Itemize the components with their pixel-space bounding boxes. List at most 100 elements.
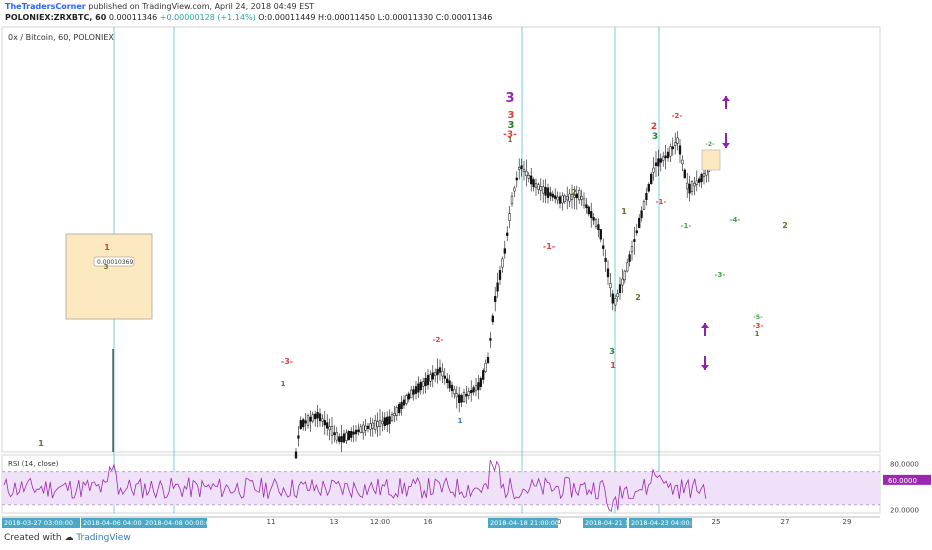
candle-body	[580, 196, 583, 200]
candle-body	[465, 393, 468, 397]
candle-body	[345, 432, 348, 441]
candle-body	[582, 198, 586, 206]
candle-body	[573, 195, 576, 198]
candle-body	[462, 391, 466, 403]
candle-body	[381, 420, 384, 425]
x-highlight-label: 2018-04-23 04:00:00	[631, 519, 700, 527]
candle-body	[546, 187, 550, 199]
wave-label: -3-	[715, 271, 726, 279]
ohlc-low: L:0.00011330	[377, 13, 434, 22]
candle-body	[338, 436, 341, 442]
candle-body	[597, 224, 600, 231]
candle-body	[362, 424, 365, 434]
candle-body	[398, 403, 401, 414]
candle-body	[314, 413, 317, 420]
candle-body	[422, 381, 425, 387]
candle-body	[321, 418, 324, 422]
ohlc-high: H:0.00011450	[318, 13, 376, 22]
publisher-name[interactable]: TheTradersCorner	[5, 2, 86, 11]
candle-body	[618, 284, 622, 293]
wave-label: -5-	[753, 314, 763, 321]
candle-body	[698, 178, 701, 183]
candle-body	[393, 413, 396, 416]
candle-body	[359, 426, 362, 433]
rsi-current-tag	[883, 474, 931, 485]
candle-body	[642, 201, 646, 210]
x-highlight-tag	[143, 518, 207, 528]
candle-body	[311, 414, 314, 422]
candle-body	[496, 282, 499, 292]
candle-body	[563, 195, 566, 202]
candle-body	[400, 401, 403, 410]
candle-body	[532, 179, 535, 188]
wave-label: 2	[651, 122, 657, 132]
candle-body	[554, 195, 557, 199]
candle-body	[686, 182, 689, 190]
last-price: 0.00011346	[108, 13, 158, 22]
candle-body	[585, 204, 588, 208]
x-tick-label: 13	[330, 518, 339, 526]
candle-body	[354, 429, 358, 435]
candle-body	[501, 258, 504, 268]
candle-body	[474, 385, 478, 391]
candle-body	[294, 451, 298, 459]
x-highlight-label: 2018-03-27 03:00:00	[4, 519, 73, 527]
wave-label: 3	[104, 263, 109, 271]
candle-body	[592, 217, 595, 221]
candle-body	[410, 389, 413, 399]
candle-body	[652, 167, 655, 173]
candle-body	[645, 193, 648, 200]
candle-body	[299, 420, 302, 429]
candle-body	[333, 432, 336, 435]
arrow-head	[722, 143, 730, 148]
rsi-pane: RSI (14, close)	[2, 459, 880, 513]
candle-body	[602, 245, 605, 249]
chart-title: 0x / Bitcoin, 60, POLONIEX	[8, 33, 114, 42]
candle-body	[561, 195, 564, 204]
symbol: POLONIEX:ZRXBTC, 60	[5, 13, 107, 22]
candle-body	[352, 431, 355, 435]
tradingview-brand[interactable]: TradingView	[76, 533, 131, 543]
candle-body	[328, 426, 331, 430]
candle-body	[628, 254, 631, 262]
annotation-value: 0.00010369	[97, 259, 133, 266]
candle-body	[647, 184, 650, 192]
candle-body	[479, 378, 482, 387]
wave-label: 1	[281, 380, 286, 388]
candle-body	[539, 186, 542, 191]
candle-body	[386, 416, 389, 426]
candle-body	[304, 420, 307, 424]
candle-body	[606, 268, 610, 278]
candle-body	[633, 239, 636, 242]
candle-body	[506, 232, 509, 236]
wave-label: 3	[508, 110, 515, 121]
candle-body	[482, 370, 485, 380]
candle-body	[683, 169, 686, 179]
candle-body	[402, 399, 406, 406]
candle-body	[664, 155, 667, 159]
created-with: Created with	[4, 533, 62, 543]
candle-body	[700, 173, 703, 183]
footer: Created with ☁ TradingView	[4, 533, 131, 543]
candle-body	[549, 192, 552, 197]
candle-body	[558, 196, 562, 204]
candle-body	[635, 230, 638, 234]
wave-label: -3-	[753, 322, 764, 330]
candle-body	[436, 368, 439, 376]
candle-body	[357, 429, 360, 433]
wave-label: 2	[571, 188, 577, 197]
candle-body	[520, 165, 523, 169]
candle-body	[575, 193, 578, 199]
candle-body	[431, 372, 434, 380]
chart-background	[0, 24, 932, 530]
price-pane-frame	[1, 26, 881, 453]
candle-body	[695, 180, 698, 185]
candle-body	[477, 382, 480, 391]
x-tick-label: 12:00	[370, 518, 390, 526]
publisher-line: TheTradersCorner published on TradingVie…	[5, 2, 314, 11]
candle-body	[455, 393, 458, 398]
candle-body	[405, 395, 408, 404]
chart-canvas[interactable]: RSI (14, close) 0.00010369 0.000118000.0…	[0, 24, 932, 530]
wave-label: -1-	[681, 222, 692, 230]
candle-body	[297, 435, 300, 439]
